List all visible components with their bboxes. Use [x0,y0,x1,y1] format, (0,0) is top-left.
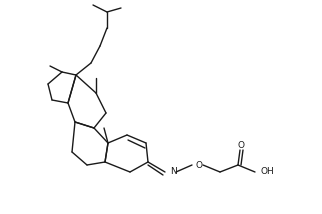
Text: O: O [238,141,244,150]
Text: O: O [196,160,203,169]
Text: OH: OH [261,168,275,177]
Text: N: N [170,168,177,177]
